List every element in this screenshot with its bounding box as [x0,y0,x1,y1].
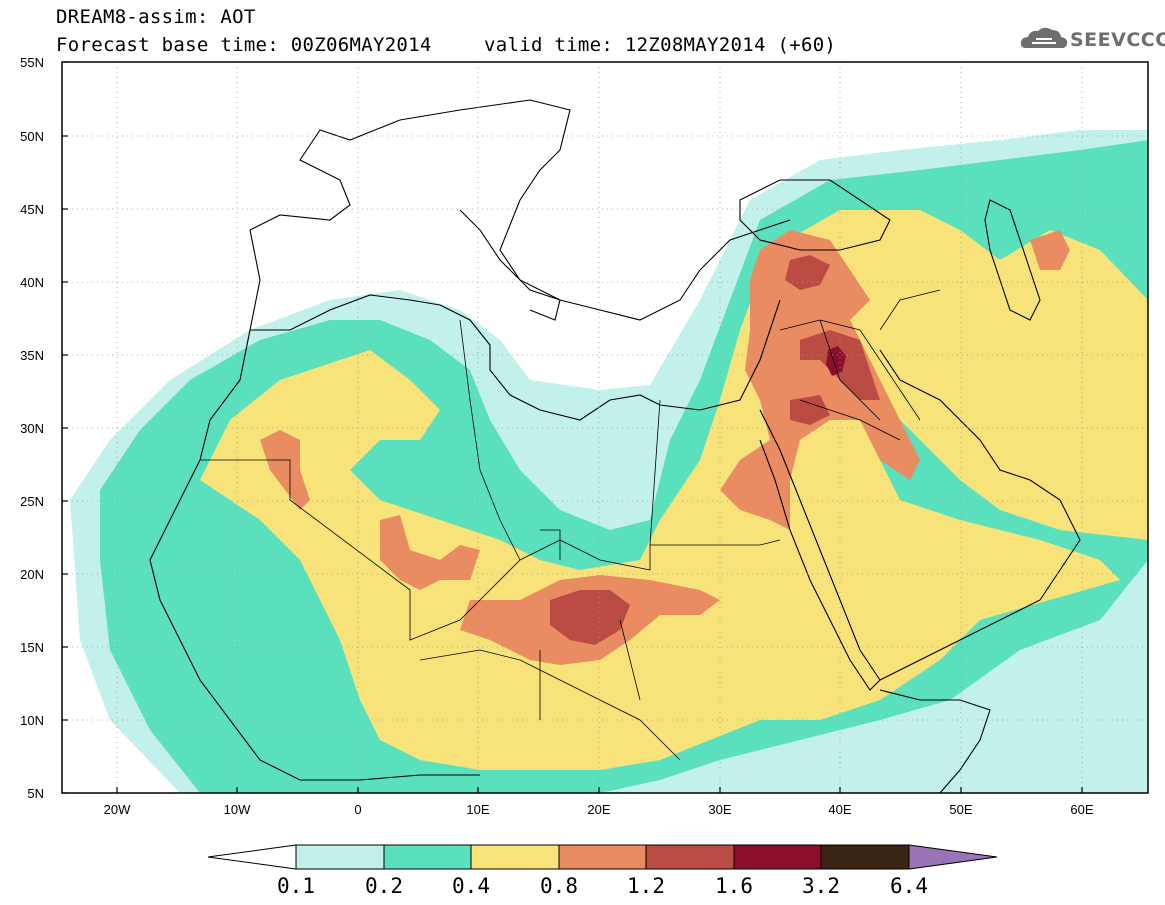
map-title: DREAM8-assim: AOT [56,6,256,28]
border-central-africa [419,619,681,761]
lon-tick-label: 20E [587,802,610,817]
coastline-black-sea [739,179,891,251]
legend-swatch [558,844,647,870]
legend-labels: 0.1 0.2 0.4 0.8 1.2 1.6 3.2 6.4 [277,874,928,898]
legend-swatch [383,844,472,870]
coastlines [149,99,1081,793]
border-mideast [779,289,941,441]
legend-label: 6.4 [890,874,928,898]
base-time-label: Forecast base time: 00Z06MAY2014 [56,34,432,56]
coastline-horn [879,689,991,793]
aot-level-0.8-sahara [380,515,480,590]
axis-ticks [62,61,1083,794]
lat-tick-label: 25N [20,494,44,509]
legend-label: 0.8 [540,874,578,898]
lat-tick-label: 10N [20,713,44,728]
legend-label: 1.2 [627,874,665,898]
legend-swatch [733,844,822,870]
lat-tick-label: 45N [20,202,44,217]
coastline-caspian [984,199,1041,321]
coastline-red-sea [759,409,881,691]
lon-tick-label: 50E [949,802,972,817]
lat-tick-label: 40N [20,275,44,290]
legend-arrow-low [207,844,297,870]
aot-level-0.8-iran [1030,230,1070,270]
coastline-atlantic [149,329,480,781]
legend-label: 3.2 [802,874,840,898]
lon-tick-label: 0 [354,802,361,817]
coastline-west-africa [250,294,781,421]
coastline-italy [459,209,561,321]
lon-tick-label: 10E [466,802,489,817]
coastline-arabia [879,349,1081,681]
border-sahara-2 [459,319,661,561]
legend-arrow-high [908,844,998,870]
aot-level-0.4-mid [780,300,1148,540]
legend-label: 0.1 [277,874,315,898]
lon-tick-label: 60E [1070,802,1093,817]
lon-tick-label: 40E [828,802,851,817]
lat-tick-label: 30N [20,421,44,436]
legend-swatch [470,844,560,870]
lat-tick-label: 35N [20,348,44,363]
aot-level-0.8-morocco [260,430,310,510]
lat-tick-label: 5N [27,786,44,801]
graticule [62,62,1148,793]
aot-field [70,130,1148,793]
lat-tick-label: 20N [20,567,44,582]
lon-tick-label: 30E [708,802,731,817]
color-legend [207,844,998,870]
lat-tick-label: 15N [20,640,44,655]
legend-swatch [820,844,910,870]
legend-label: 0.2 [365,874,403,898]
lat-tick-label: 55N [20,55,44,70]
valid-time-label: valid time: 12Z08MAY2014 (+60) [484,34,837,56]
legend-swatch [295,844,385,870]
aot-level-1.2-sahel [550,590,630,645]
lat-labels: 5N 10N 15N 20N 25N 30N 35N 40N 45N 50N 5… [20,55,44,801]
lat-tick-label: 50N [20,129,44,144]
lon-tick-label: 20W [104,802,131,817]
legend-label: 1.6 [715,874,753,898]
legend-swatch [645,844,735,870]
aot-level-1.2-east [785,255,880,425]
lon-tick-label: 10W [224,802,251,817]
coastline-europe [249,99,791,331]
legend-label: 0.4 [452,874,490,898]
logo-text: SEEVCCC [1070,29,1165,51]
cloud-logo-icon [1020,27,1068,49]
lon-labels: 20W 10W 0 10E 20E 30E 40E 50E 60E [104,802,1094,817]
aot-level-0.8-east [720,230,920,530]
